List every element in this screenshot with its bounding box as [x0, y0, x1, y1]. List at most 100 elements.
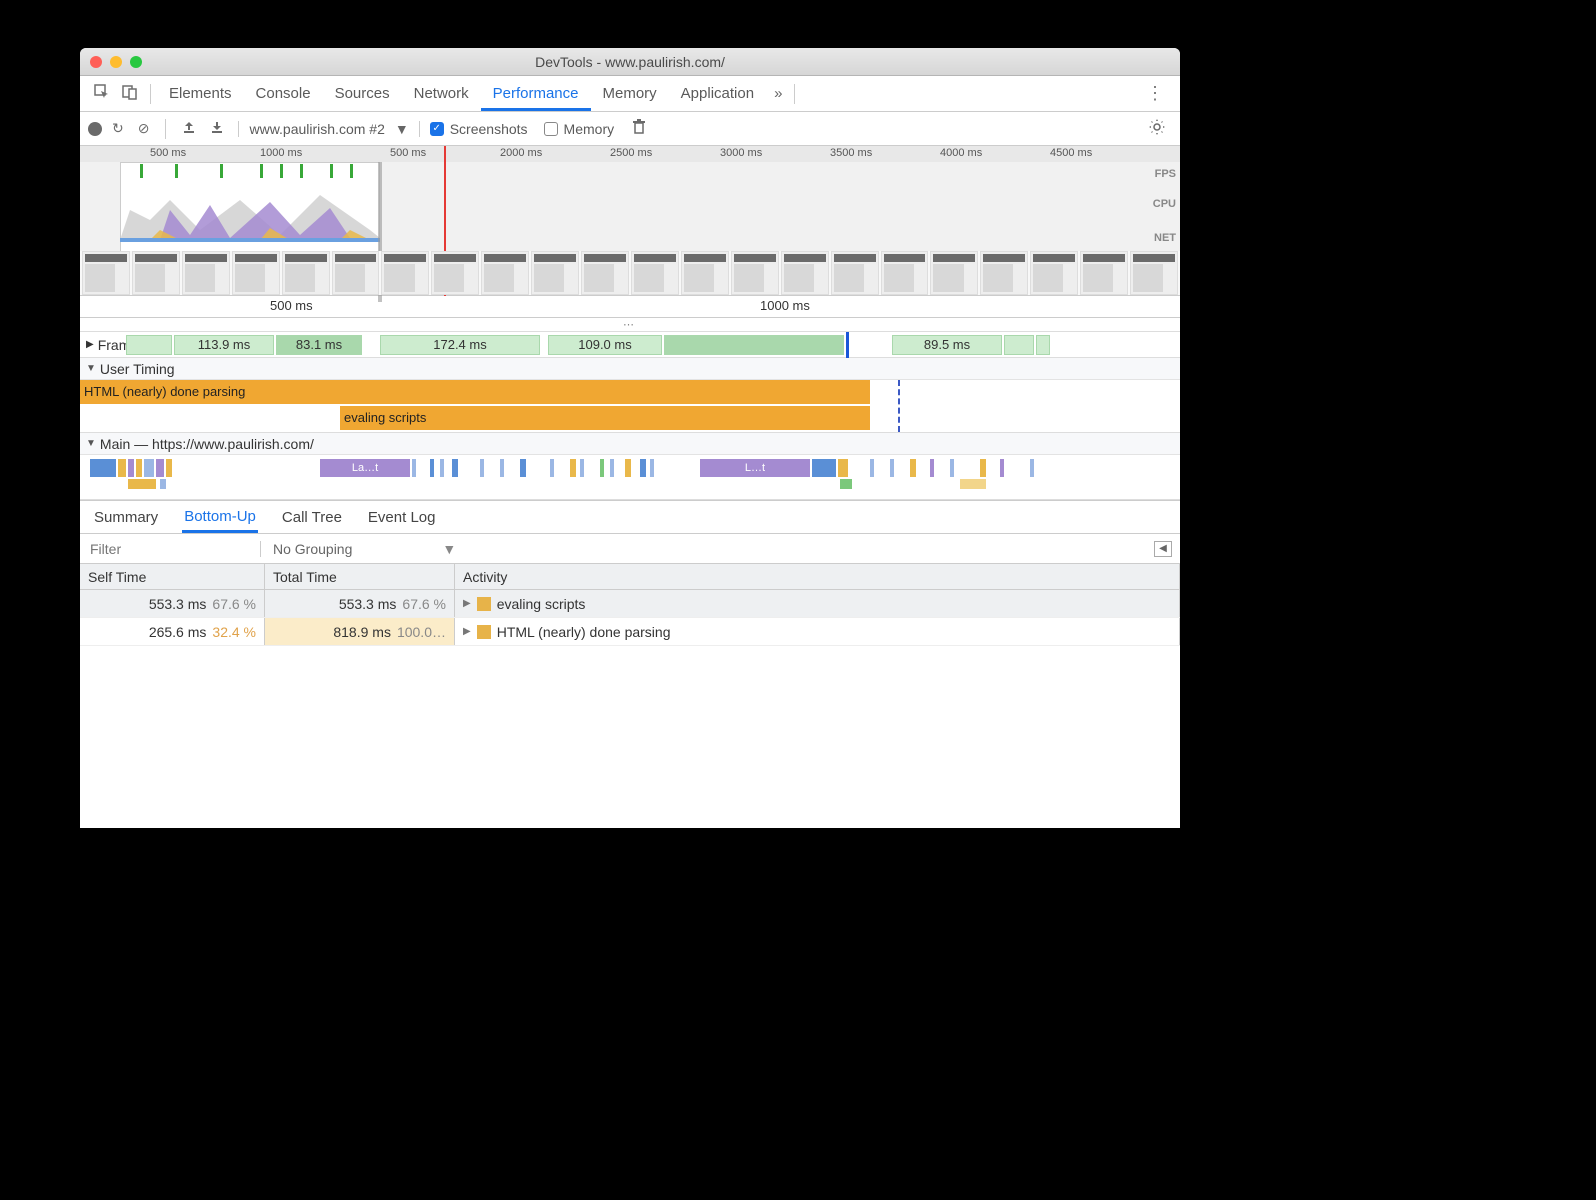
screenshot-thumb[interactable] — [881, 251, 929, 295]
screenshot-thumb[interactable] — [82, 251, 130, 295]
user-timing-bars[interactable]: HTML (nearly) done parsingevaling script… — [80, 380, 1180, 432]
frame-segment[interactable]: 113.9 ms — [174, 335, 274, 355]
screenshot-thumb[interactable] — [232, 251, 280, 295]
detail-tab-summary[interactable]: Summary — [92, 502, 160, 533]
detail-tab-event-log[interactable]: Event Log — [366, 502, 438, 533]
flame-span[interactable] — [960, 479, 986, 489]
memory-checkbox[interactable] — [544, 122, 558, 136]
flame-span[interactable] — [128, 479, 156, 489]
tab-performance[interactable]: Performance — [481, 77, 591, 111]
frame-segment[interactable]: 109.0 ms — [548, 335, 662, 355]
screenshot-thumb[interactable] — [581, 251, 629, 295]
flame-span[interactable] — [430, 459, 434, 477]
flame-span[interactable] — [156, 459, 164, 477]
flame-span[interactable] — [166, 459, 172, 477]
col-activity[interactable]: Activity — [455, 564, 1180, 589]
flame-span[interactable] — [412, 459, 416, 477]
screenshot-thumb[interactable] — [332, 251, 380, 295]
screenshot-thumb[interactable] — [132, 251, 180, 295]
screenshot-thumb[interactable] — [631, 251, 679, 295]
flame-span[interactable] — [838, 459, 848, 477]
screenshot-thumb[interactable] — [282, 251, 330, 295]
flame-span[interactable] — [160, 479, 166, 489]
flame-span[interactable]: L…t — [700, 459, 810, 477]
flame-span[interactable] — [500, 459, 504, 477]
user-timing-bar[interactable]: evaling scripts — [340, 406, 870, 430]
frame-segment[interactable]: 89.5 ms — [892, 335, 1002, 355]
flame-span[interactable] — [640, 459, 646, 477]
frame-segment[interactable] — [1036, 335, 1050, 355]
flame-span[interactable]: La…t — [320, 459, 410, 477]
table-row[interactable]: 553.3 ms67.6 %553.3 ms67.6 %▶evaling scr… — [80, 590, 1180, 618]
flame-span[interactable] — [440, 459, 444, 477]
frames-track[interactable]: ▶Frames 113.9 ms83.1 ms172.4 ms109.0 ms8… — [80, 332, 1180, 358]
flame-span[interactable] — [812, 459, 836, 477]
overview-pane[interactable]: 500 ms1000 ms500 ms2000 ms2500 ms3000 ms… — [80, 146, 1180, 296]
flame-span[interactable] — [570, 459, 576, 477]
screenshot-thumb[interactable] — [431, 251, 479, 295]
record-button[interactable] — [88, 122, 102, 136]
flame-span[interactable] — [136, 459, 142, 477]
screenshot-thumb[interactable] — [1080, 251, 1128, 295]
tab-sources[interactable]: Sources — [323, 77, 402, 110]
user-timing-header[interactable]: ▼User Timing — [80, 358, 1180, 380]
screenshot-thumb[interactable] — [681, 251, 729, 295]
flame-span[interactable] — [950, 459, 954, 477]
flame-span[interactable] — [840, 479, 852, 489]
col-total[interactable]: Total Time — [265, 564, 455, 589]
flame-span[interactable] — [610, 459, 614, 477]
tab-memory[interactable]: Memory — [591, 77, 669, 110]
flame-span[interactable] — [910, 459, 916, 477]
flame-span[interactable] — [520, 459, 526, 477]
detail-tab-call-tree[interactable]: Call Tree — [280, 502, 344, 533]
flame-span[interactable] — [625, 459, 631, 477]
screenshot-thumb[interactable] — [781, 251, 829, 295]
screenshot-thumb[interactable] — [481, 251, 529, 295]
flame-span[interactable] — [980, 459, 986, 477]
frame-segment[interactable] — [1004, 335, 1034, 355]
screenshots-checkbox[interactable]: ✓ — [430, 122, 444, 136]
flame-span[interactable] — [118, 459, 126, 477]
screenshot-thumb[interactable] — [831, 251, 879, 295]
flame-span[interactable] — [144, 459, 154, 477]
flame-span[interactable] — [480, 459, 484, 477]
download-icon[interactable] — [206, 120, 228, 137]
overview-body[interactable] — [80, 162, 1180, 252]
frame-segment[interactable]: 172.4 ms — [380, 335, 540, 355]
flame-span[interactable] — [870, 459, 874, 477]
tab-console[interactable]: Console — [244, 77, 323, 110]
screenshot-thumb[interactable] — [531, 251, 579, 295]
flame-span[interactable] — [890, 459, 894, 477]
detail-tab-bottom-up[interactable]: Bottom-Up — [182, 501, 258, 533]
flame-span[interactable] — [930, 459, 934, 477]
inspect-icon[interactable] — [88, 84, 116, 104]
tab-elements[interactable]: Elements — [157, 77, 244, 110]
flame-chart[interactable]: La…t L…t — [80, 455, 1180, 499]
screenshot-thumb[interactable] — [381, 251, 429, 295]
tab-network[interactable]: Network — [402, 77, 481, 110]
overflow-icon[interactable]: » — [774, 85, 782, 102]
frame-segment[interactable] — [664, 335, 844, 355]
reload-icon[interactable]: ↻ — [108, 120, 128, 137]
heaviest-stack-icon[interactable]: ◀ — [1154, 541, 1172, 557]
flame-span[interactable] — [650, 459, 654, 477]
table-row[interactable]: 265.6 ms32.4 %818.9 ms100.0…▶HTML (nearl… — [80, 618, 1180, 646]
user-timing-bar[interactable]: HTML (nearly) done parsing — [80, 380, 870, 404]
flame-span[interactable] — [452, 459, 458, 477]
screenshot-thumb[interactable] — [930, 251, 978, 295]
flame-span[interactable] — [580, 459, 584, 477]
flame-span[interactable] — [550, 459, 554, 477]
tab-application[interactable]: Application — [669, 77, 766, 110]
kebab-menu-icon[interactable]: ⋮ — [1138, 83, 1172, 104]
frame-segment[interactable] — [126, 335, 172, 355]
main-thread-header[interactable]: ▼Main — https://www.paulirish.com/ — [80, 433, 1180, 455]
screenshot-thumb[interactable] — [1130, 251, 1178, 295]
filter-input[interactable] — [80, 535, 260, 563]
flame-span[interactable] — [1030, 459, 1034, 477]
screenshot-thumb[interactable] — [731, 251, 779, 295]
grouping-select[interactable]: No Grouping ▼ — [260, 541, 468, 557]
frame-segment[interactable]: 83.1 ms — [276, 335, 362, 355]
trash-icon[interactable] — [628, 119, 650, 138]
screenshot-thumb[interactable] — [980, 251, 1028, 295]
clear-icon[interactable]: ⊘ — [134, 120, 154, 137]
